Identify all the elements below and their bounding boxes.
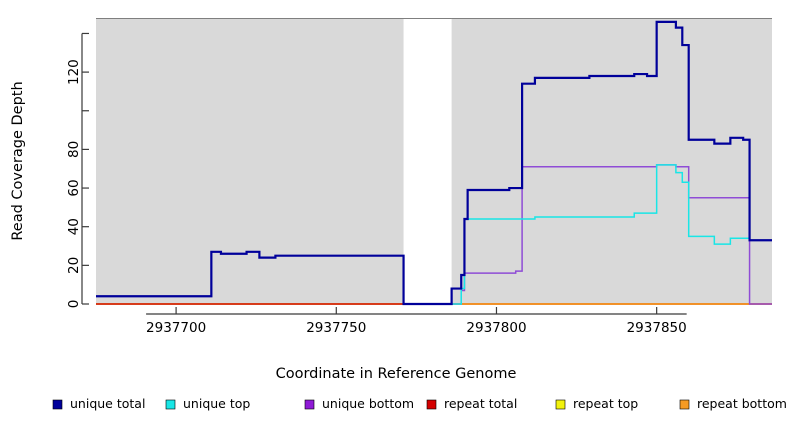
- legend-item[interactable]: repeat top: [555, 396, 638, 411]
- legend-swatch-icon: [426, 399, 437, 410]
- x-tick-label: 2937700: [146, 320, 206, 336]
- x-axis-ticks: 2937700 2937750 2937800 2937850: [146, 307, 687, 336]
- y-tick-label: 0: [66, 300, 82, 309]
- y-tick-label: 60: [66, 179, 82, 196]
- x-tick-label: 2937800: [466, 320, 526, 336]
- legend-label: unique total: [70, 396, 145, 411]
- plot-panel: [96, 17, 772, 304]
- x-tick-label: 2937750: [306, 320, 366, 336]
- y-axis-ticks: 0 20 40 60 80 120: [66, 32, 89, 309]
- x-axis: 2937700 2937750 2937800 2937850 Coordinate …: [146, 307, 687, 382]
- y-tick-label: 40: [66, 218, 82, 235]
- legend-label: unique bottom: [322, 396, 414, 411]
- legend-label: repeat total: [444, 396, 517, 411]
- y-tick-label: 20: [66, 257, 82, 274]
- legend-swatch-icon: [52, 399, 63, 410]
- y-tick-label: 120: [66, 59, 82, 85]
- series-line-unique-total: [96, 20, 772, 306]
- legend-item[interactable]: unique bottom: [304, 396, 414, 411]
- legend-swatch-icon: [555, 399, 566, 410]
- legend-item[interactable]: unique total: [52, 396, 145, 411]
- data-series-layer: [96, 20, 772, 306]
- panel-background-left: [96, 18, 404, 304]
- x-tick-label: 2937850: [627, 320, 687, 336]
- legend-label: repeat top: [573, 396, 638, 411]
- legend-item[interactable]: unique top: [165, 396, 250, 411]
- panel-background-right: [451, 18, 772, 304]
- legend-item[interactable]: repeat bottom: [679, 396, 787, 411]
- legend-label: unique top: [183, 396, 250, 411]
- legend-label: repeat bottom: [697, 396, 787, 411]
- legend-swatch-icon: [304, 399, 315, 410]
- legend-swatch-icon: [679, 399, 690, 410]
- y-axis-title: Read Coverage Depth: [10, 81, 26, 240]
- y-tick-label: 80: [66, 141, 82, 158]
- x-axis-title: Coordinate in Reference Genome: [276, 366, 517, 382]
- chart-legend: unique total unique top unique bottom repea…: [52, 396, 787, 411]
- y-axis: 0 20 40 60 80 120 Read Coverage Depth: [10, 32, 89, 309]
- legend-item[interactable]: repeat total: [426, 396, 517, 411]
- legend-swatch-icon: [165, 399, 176, 410]
